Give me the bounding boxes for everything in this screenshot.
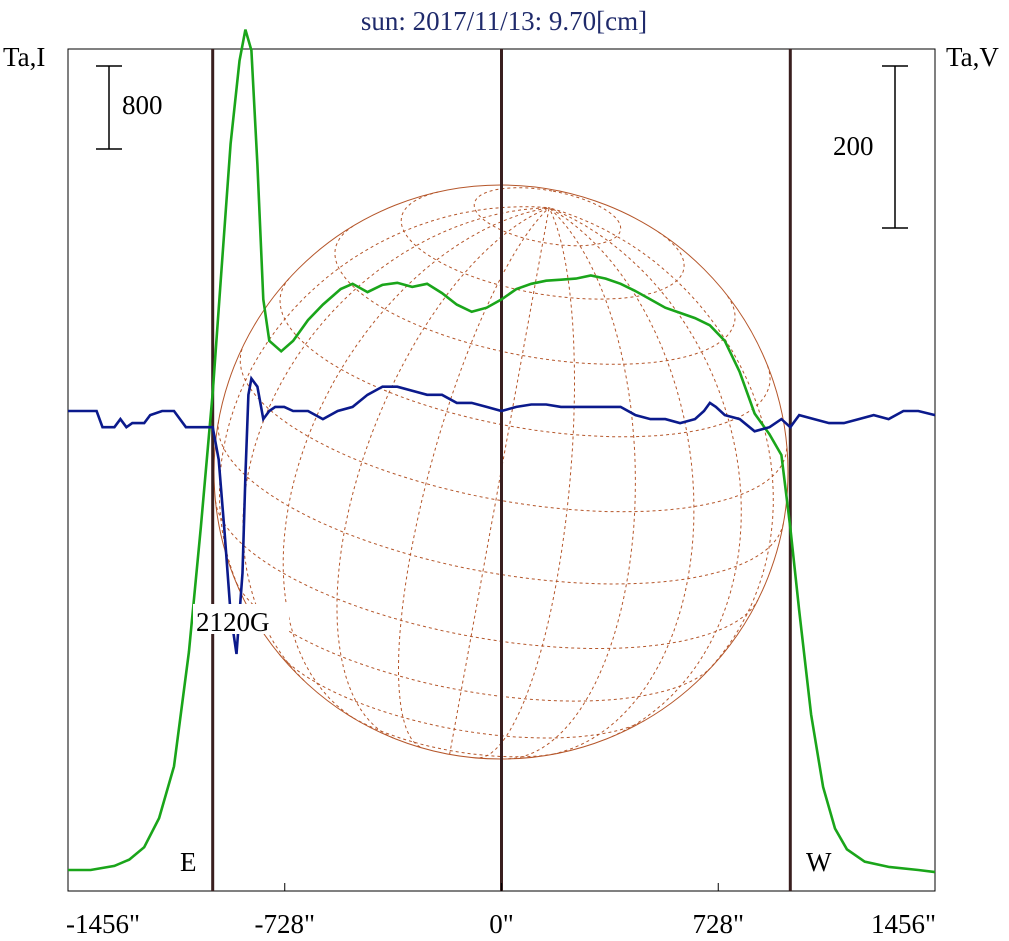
- globe-parallel: [348, 714, 559, 758]
- globe-parallel: [239, 348, 788, 513]
- globe-meridian: [479, 207, 575, 759]
- globe-meridian: [548, 207, 695, 755]
- globe-meridian: [548, 207, 774, 680]
- right-axis-label: Ta,V: [946, 42, 999, 72]
- west-limb-label: W: [806, 847, 832, 877]
- x-tick-label: 0": [489, 909, 514, 939]
- series-intensity-line: [68, 29, 936, 874]
- x-tick-label: -1456": [66, 909, 140, 939]
- globe-meridian: [242, 207, 550, 682]
- east-limb-label: E: [180, 847, 197, 877]
- globe-meridian: [336, 207, 550, 739]
- right-scale-bar: 200: [833, 65, 908, 229]
- x-tick-label: 728": [692, 909, 744, 939]
- globe-meridian: [548, 207, 742, 738]
- globe-meridian: [449, 207, 550, 755]
- globe-parallel: [215, 501, 759, 650]
- globe-meridian: [508, 207, 636, 760]
- globe-meridian: [398, 207, 550, 748]
- globe-meridian: [218, 206, 550, 597]
- annotation-label: 2120G: [196, 607, 270, 637]
- x-tick-label: 1456": [871, 909, 936, 939]
- left-scale-bar: 800: [96, 65, 163, 150]
- series-polarization-line: [68, 375, 936, 655]
- x-axis-ticks: -1456" -728" 0" 728" 1456": [66, 883, 936, 939]
- limb-lines: [211, 49, 792, 891]
- globe-parallel: [400, 191, 685, 300]
- globe-meridian: [282, 207, 550, 719]
- chart-title: sun: 2017/11/13: 9.70[cm]: [361, 6, 647, 36]
- x-tick-label: -728": [254, 909, 315, 939]
- left-axis-label: Ta,I: [3, 42, 45, 72]
- annotation-bg: [193, 604, 289, 634]
- globe-parallel: [279, 653, 645, 739]
- left-scale-label: 800: [122, 90, 163, 120]
- globe-parallel: [334, 225, 736, 365]
- globe-parallel: [217, 420, 784, 585]
- right-scale-label: 200: [833, 131, 874, 161]
- globe-parallel: [473, 187, 622, 247]
